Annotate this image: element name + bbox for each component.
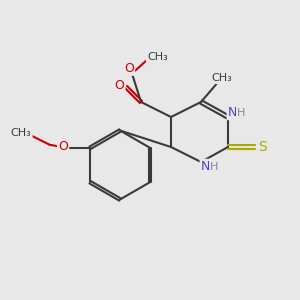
Text: CH₃: CH₃ bbox=[147, 52, 168, 62]
Text: O: O bbox=[58, 140, 68, 153]
Text: H: H bbox=[210, 161, 219, 172]
Text: CH₃: CH₃ bbox=[212, 73, 233, 83]
Text: O: O bbox=[115, 79, 124, 92]
Text: H: H bbox=[237, 107, 246, 118]
Text: N: N bbox=[228, 106, 237, 119]
Text: N: N bbox=[201, 160, 210, 173]
Text: CH₃: CH₃ bbox=[11, 128, 32, 138]
Text: O: O bbox=[124, 61, 134, 75]
Text: S: S bbox=[258, 140, 267, 154]
